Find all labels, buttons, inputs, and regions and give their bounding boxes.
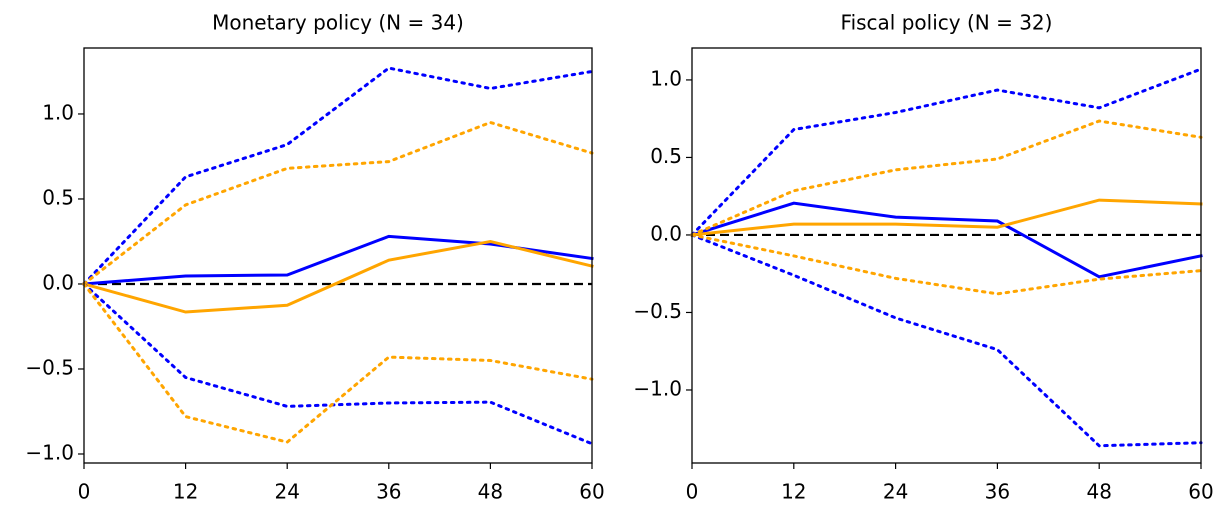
series-line [82, 66, 594, 286]
y-tick-label: −0.5 [25, 355, 74, 379]
y-tick-label: −1.0 [25, 440, 74, 464]
y-tick-label: 1.0 [42, 100, 74, 124]
y-tick-label: 0.0 [42, 270, 74, 294]
y-tick-label: 1.0 [650, 66, 682, 90]
plot-frame [691, 47, 1202, 464]
series-line [82, 282, 594, 444]
x-tick-label: 36 [376, 480, 401, 504]
x-tick-label: 24 [883, 480, 908, 504]
x-tick-label: 48 [478, 480, 503, 504]
x-tick-label: 12 [173, 480, 198, 504]
series-line [690, 233, 1203, 296]
series-line [690, 201, 1203, 279]
y-tick-label: 0.5 [650, 144, 682, 168]
y-tick-label: −0.5 [633, 299, 682, 323]
series-line [82, 239, 594, 314]
chart-title: Fiscal policy (N = 32) [841, 11, 1053, 35]
series-line [690, 198, 1203, 237]
x-tick-label: 0 [686, 480, 699, 504]
y-tick-label: 0.0 [650, 221, 682, 245]
series-line [82, 234, 594, 286]
y-tick-label: −1.0 [633, 376, 682, 400]
x-tick-label: 36 [985, 480, 1010, 504]
x-tick-label: 12 [781, 480, 806, 504]
series-line [690, 233, 1203, 448]
series-line [690, 119, 1203, 237]
series-line [82, 120, 594, 286]
series-line [82, 282, 594, 446]
x-tick-label: 60 [1188, 480, 1213, 504]
series-line [690, 67, 1203, 237]
x-tick-label: 24 [274, 480, 299, 504]
x-tick-label: 0 [78, 480, 91, 504]
chart-title: Monetary policy (N = 34) [212, 11, 464, 35]
y-tick-label: 0.5 [42, 185, 74, 209]
plot-frame [83, 47, 593, 464]
x-tick-label: 48 [1086, 480, 1111, 504]
x-tick-label: 60 [579, 480, 604, 504]
